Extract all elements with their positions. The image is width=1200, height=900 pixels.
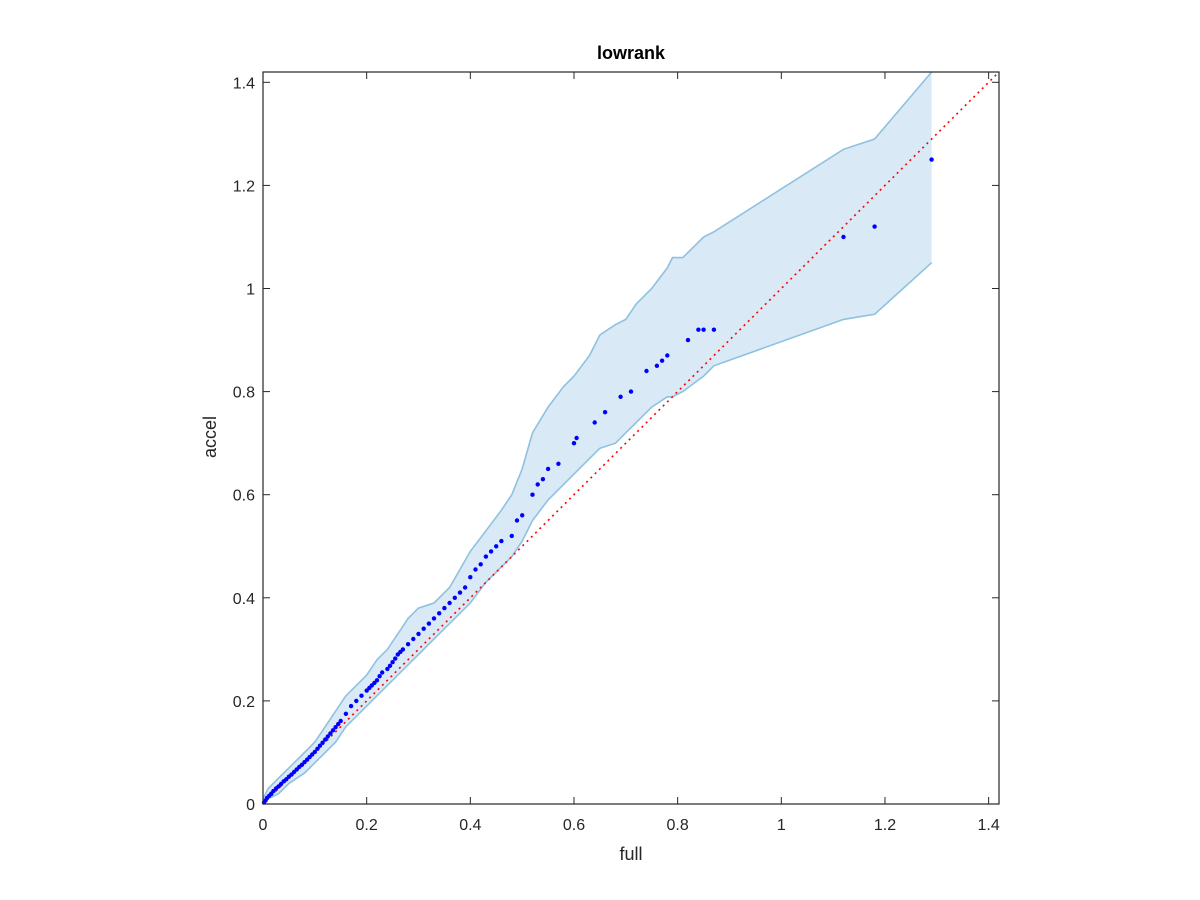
data-point xyxy=(325,734,330,739)
data-point xyxy=(452,595,457,600)
data-point xyxy=(494,544,499,549)
data-point xyxy=(478,562,483,567)
data-point xyxy=(354,698,359,704)
data-point xyxy=(426,621,432,626)
data-point xyxy=(447,600,452,606)
data-point xyxy=(556,461,561,466)
y-tick-label: 0.4 xyxy=(233,591,255,608)
data-point xyxy=(545,466,551,472)
data-point xyxy=(411,636,416,642)
y-tick-label: 1.2 xyxy=(233,178,255,195)
data-point xyxy=(488,549,494,554)
data-point xyxy=(592,420,597,425)
data-point xyxy=(323,737,328,742)
plot-area: 0 0.2 0.4 0.6 0.8 1 1.2 1.4 0 0.2 0.4 0.6 0.8 1 1.2 1.4 xyxy=(233,71,1000,834)
data-point xyxy=(701,327,706,332)
x-tick-label: 0.6 xyxy=(563,817,585,834)
data-point xyxy=(312,749,317,755)
data-point xyxy=(315,746,320,751)
x-tick-label: 0 xyxy=(259,817,268,834)
data-point xyxy=(509,533,514,539)
data-point xyxy=(711,327,717,332)
axes-box xyxy=(262,71,1000,805)
data-point xyxy=(499,538,504,544)
data-point xyxy=(374,678,380,683)
data-point xyxy=(602,410,608,415)
data-point xyxy=(437,611,442,616)
data-point xyxy=(574,435,579,441)
data-point xyxy=(320,740,325,745)
y-axis-label: accel xyxy=(200,416,220,458)
y-tick-label: 1 xyxy=(246,282,255,299)
data-point xyxy=(530,492,535,497)
data-point xyxy=(328,731,333,736)
data-point xyxy=(338,718,343,724)
data-point xyxy=(421,626,426,631)
data-point xyxy=(390,660,395,665)
data-point xyxy=(872,224,877,229)
data-point xyxy=(540,477,546,482)
y-tick-label: 0.8 xyxy=(233,385,255,402)
data-point xyxy=(514,518,520,523)
y-tick-label: 1.4 xyxy=(233,75,255,92)
x-tick-label: 1.2 xyxy=(874,817,896,834)
y-tick-label: 0.6 xyxy=(233,488,255,505)
x-tick-label: 0.2 xyxy=(356,817,378,834)
data-point xyxy=(442,605,447,611)
x-axis-label: full xyxy=(619,844,642,864)
data-point xyxy=(468,575,473,580)
data-point xyxy=(685,337,691,343)
data-point xyxy=(416,631,421,637)
data-point xyxy=(571,441,577,446)
data-point xyxy=(628,389,634,394)
data-point xyxy=(359,693,364,698)
x-tick-label: 0.4 xyxy=(459,817,481,834)
data-point xyxy=(385,666,390,672)
data-point xyxy=(654,363,660,368)
x-tick-label: 0.8 xyxy=(667,817,689,834)
data-point xyxy=(520,513,525,518)
y-tick-label: 0 xyxy=(246,797,255,814)
data-point xyxy=(473,567,478,572)
data-point xyxy=(336,721,341,727)
data-point xyxy=(400,647,406,652)
x-tick-label: 1.4 xyxy=(978,817,1000,834)
data-point xyxy=(405,642,411,647)
data-point xyxy=(483,554,489,559)
data-point xyxy=(665,353,670,358)
data-point xyxy=(317,743,323,748)
y-tick-label: 0.2 xyxy=(233,694,255,711)
data-point xyxy=(431,616,437,621)
data-point xyxy=(393,656,398,661)
data-point xyxy=(380,670,385,675)
data-point xyxy=(387,663,393,668)
chart-title: lowrank xyxy=(597,43,666,63)
data-point xyxy=(644,368,649,374)
x-tick-label: 1 xyxy=(777,817,786,834)
data-point xyxy=(841,234,846,240)
data-point xyxy=(618,394,623,399)
confidence-band xyxy=(263,72,932,804)
data-point xyxy=(696,327,701,332)
data-point xyxy=(343,711,349,716)
data-point xyxy=(377,674,382,679)
data-point xyxy=(348,703,354,709)
data-point xyxy=(457,590,463,595)
reference-line xyxy=(262,71,1000,805)
data-point xyxy=(929,157,934,162)
data-point xyxy=(330,728,336,733)
data-point xyxy=(333,725,338,730)
band-upper-edge xyxy=(262,71,933,800)
data-point xyxy=(659,358,665,363)
data-point xyxy=(462,585,468,590)
data-point xyxy=(535,482,540,487)
